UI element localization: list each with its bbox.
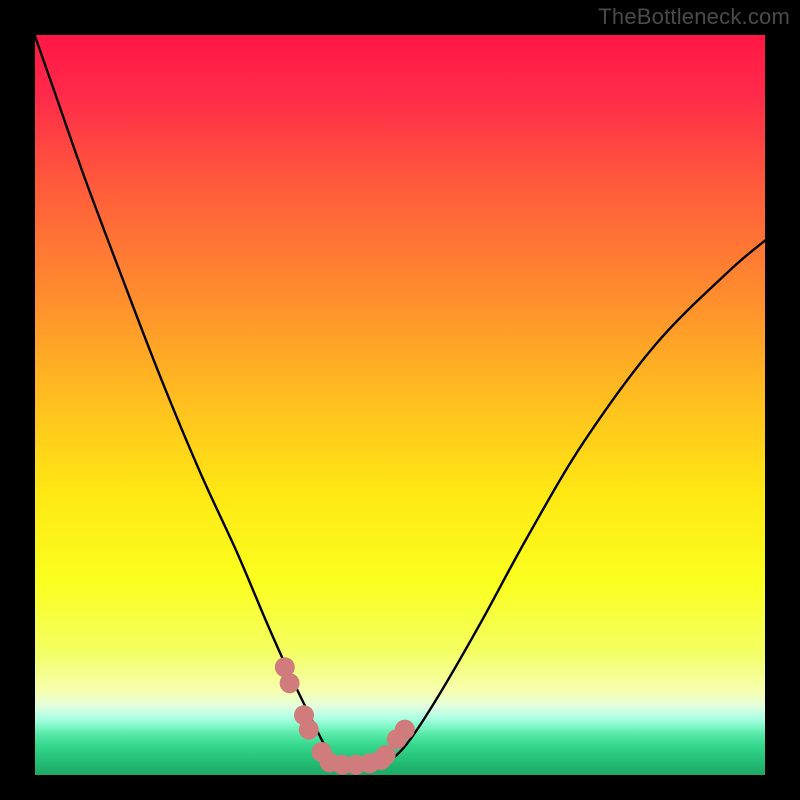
trough-dot xyxy=(299,720,319,740)
trough-dot xyxy=(395,720,415,740)
stage: TheBottleneck.com xyxy=(0,0,800,800)
watermark-text: TheBottleneck.com xyxy=(598,4,790,30)
plot-svg xyxy=(0,0,800,800)
plot-area xyxy=(35,35,765,775)
trough-dot xyxy=(280,673,300,693)
